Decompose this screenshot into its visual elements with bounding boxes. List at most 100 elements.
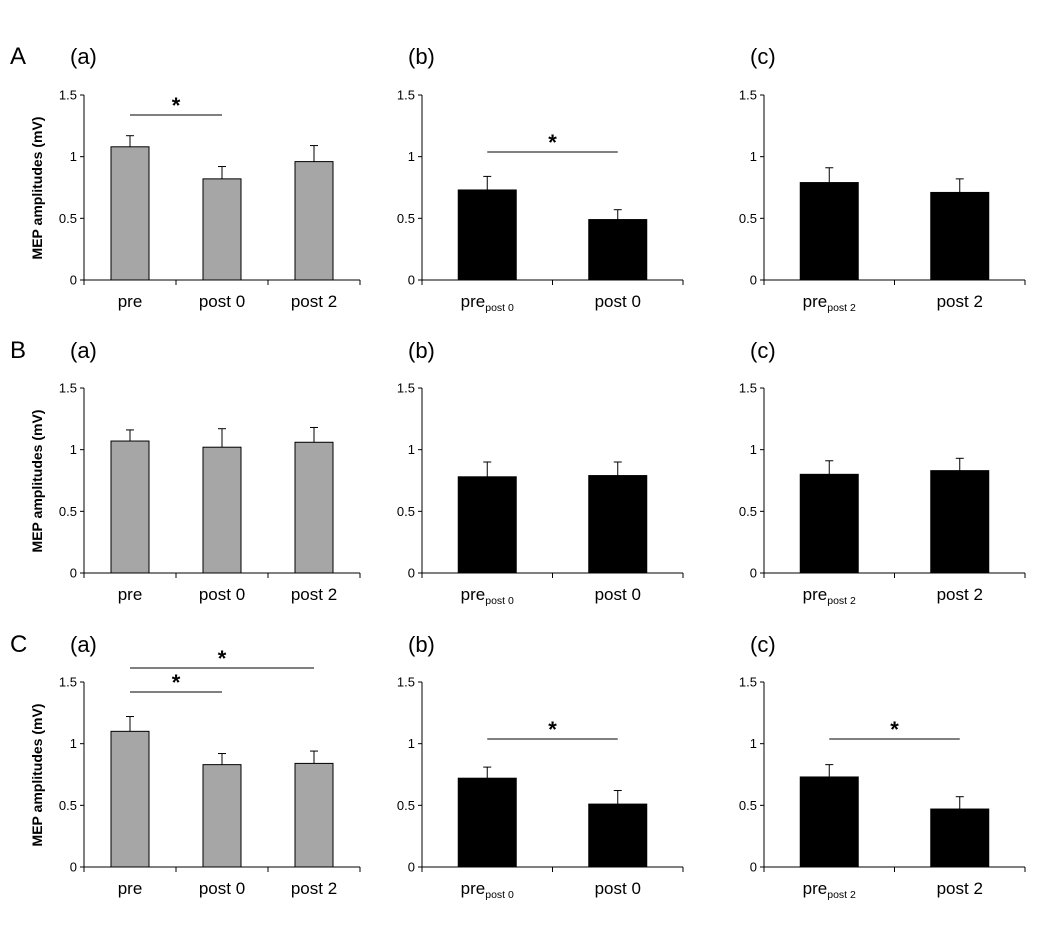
- significance-marker: *: [172, 93, 181, 118]
- y-tick-label: 1.5: [397, 675, 415, 690]
- x-tick-label: post 0: [595, 879, 641, 898]
- chart-A-a: 0 0.5 1 1.5 pre post 0 post 2 *: [59, 88, 361, 311]
- bar: [202, 446, 242, 574]
- panel-label: (b): [408, 44, 435, 69]
- y-tick-label: 1: [750, 736, 757, 751]
- y-tick-label: 0.5: [739, 504, 757, 519]
- row-label: C: [10, 631, 27, 658]
- significance-marker: *: [218, 646, 227, 671]
- bar: [110, 730, 150, 868]
- y-tick-label: 0: [70, 860, 77, 875]
- significance-marker: *: [548, 717, 557, 742]
- bar: [799, 776, 859, 868]
- x-tick-label: post 0: [199, 292, 245, 311]
- x-tick-label: post 0: [199, 879, 245, 898]
- bar: [294, 762, 334, 868]
- y-tick-label: 0.5: [739, 798, 757, 813]
- y-tick-label: 0.5: [397, 504, 415, 519]
- bar: [930, 808, 990, 868]
- panel-label: (c): [750, 338, 776, 363]
- bar: [930, 191, 990, 281]
- y-tick-label: 1: [750, 442, 757, 457]
- panel-label: (a): [70, 44, 97, 69]
- x-tick-label: pre: [118, 585, 143, 604]
- y-tick-label: 0.5: [739, 211, 757, 226]
- x-tick-label: post 2: [291, 879, 337, 898]
- bar: [588, 803, 648, 868]
- y-tick-label: 1.5: [59, 381, 77, 396]
- bar: [930, 470, 990, 574]
- significance-marker: *: [890, 717, 899, 742]
- y-tick-label: 0.5: [59, 211, 77, 226]
- y-tick-label: 1: [70, 149, 77, 164]
- y-tick-label: 1: [408, 149, 415, 164]
- y-tick-label: 1.5: [397, 88, 415, 103]
- chart-C-c: 0 0.5 1 1.5 prepost 2 post 2 *: [739, 675, 1026, 901]
- y-tick-label: 1: [408, 442, 415, 457]
- y-axis-title: MEP amplitudes (mV): [29, 410, 45, 553]
- bar: [110, 146, 150, 281]
- bar: [457, 777, 517, 868]
- y-tick-label: 1: [70, 736, 77, 751]
- bar: [202, 178, 242, 281]
- bar: [457, 476, 517, 574]
- x-tick-label: prepost 2: [803, 879, 856, 901]
- chart-C-b: 0 0.5 1 1.5 prepost 0 post 0 *: [397, 675, 684, 901]
- y-axis-title: MEP amplitudes (mV): [29, 704, 45, 847]
- y-tick-label: 0: [408, 566, 415, 581]
- bar: [110, 440, 150, 574]
- y-axis-title: MEP amplitudes (mV): [29, 117, 45, 260]
- y-tick-label: 1: [408, 736, 415, 751]
- y-tick-label: 1.5: [739, 675, 757, 690]
- bar: [588, 475, 648, 574]
- chart-B-b: 0 0.5 1 1.5 prepost 0 post 0: [397, 381, 684, 607]
- y-tick-label: 1.5: [739, 88, 757, 103]
- x-tick-label: post 0: [595, 585, 641, 604]
- y-tick-label: 0: [750, 566, 757, 581]
- y-tick-label: 1.5: [59, 675, 77, 690]
- chart-B-c: 0 0.5 1 1.5 prepost 2 post 2: [739, 381, 1026, 607]
- y-tick-label: 1.5: [739, 381, 757, 396]
- y-tick-label: 0.5: [397, 798, 415, 813]
- x-tick-label: prepost 2: [803, 292, 856, 314]
- x-tick-label: prepost 0: [461, 292, 514, 314]
- bar: [588, 219, 648, 281]
- y-tick-label: 1.5: [397, 381, 415, 396]
- bar: [202, 764, 242, 868]
- x-tick-label: prepost 0: [461, 879, 514, 901]
- y-tick-label: 0: [408, 860, 415, 875]
- x-tick-label: post 2: [937, 879, 983, 898]
- bar: [294, 161, 334, 281]
- chart-C-a: 0 0.5 1 1.5 pre post 0 post 2 * *: [59, 646, 361, 898]
- x-tick-label: post 2: [291, 585, 337, 604]
- y-tick-label: 0: [70, 273, 77, 288]
- panel-label: (c): [750, 632, 776, 657]
- y-tick-label: 0: [750, 273, 757, 288]
- significance-marker: *: [172, 670, 181, 695]
- y-tick-label: 1.5: [59, 88, 77, 103]
- y-tick-label: 0.5: [397, 211, 415, 226]
- significance-marker: *: [548, 130, 557, 155]
- bar: [799, 473, 859, 574]
- row-label: A: [10, 43, 26, 70]
- bar: [294, 441, 334, 574]
- bar: [799, 182, 859, 281]
- y-tick-label: 0: [750, 860, 757, 875]
- panel-label: (a): [70, 338, 97, 363]
- chart-A-c: 0 0.5 1 1.5 prepost 2 post 2: [739, 88, 1026, 314]
- x-tick-label: post 0: [595, 292, 641, 311]
- panel-label: (c): [750, 44, 776, 69]
- y-tick-label: 1: [70, 442, 77, 457]
- panel-label: (b): [408, 632, 435, 657]
- x-tick-label: pre: [118, 879, 143, 898]
- y-tick-label: 1: [750, 149, 757, 164]
- x-tick-label: post 2: [937, 292, 983, 311]
- x-tick-label: post 0: [199, 585, 245, 604]
- x-tick-label: post 2: [937, 585, 983, 604]
- x-tick-label: post 2: [291, 292, 337, 311]
- chart-B-a: 0 0.5 1 1.5 pre post 0 post 2: [59, 381, 361, 604]
- x-tick-label: prepost 0: [461, 585, 514, 607]
- y-tick-label: 0.5: [59, 798, 77, 813]
- bar: [457, 189, 517, 281]
